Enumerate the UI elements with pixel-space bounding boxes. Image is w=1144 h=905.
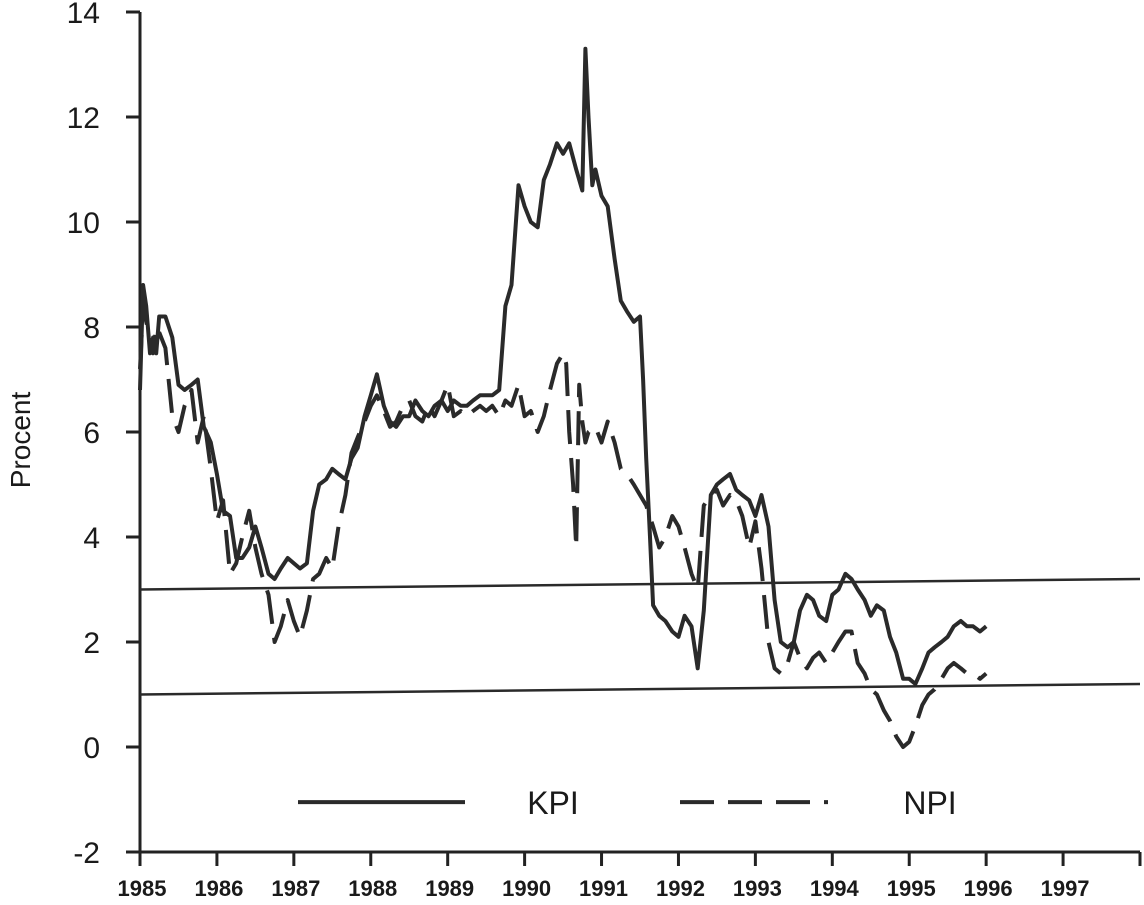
x-tick-label: 1993 xyxy=(733,876,782,901)
y-axis-label: Procent xyxy=(5,392,36,489)
series-line-npi xyxy=(138,304,988,749)
reference-line-2 xyxy=(139,577,1141,591)
x-tick-label: 1997 xyxy=(1041,876,1090,901)
y-tick-label: 10 xyxy=(67,207,100,240)
y-tick-label: 4 xyxy=(83,522,100,555)
x-tick-label: 1986 xyxy=(194,876,243,901)
y-tick-label: 14 xyxy=(67,0,100,30)
x-tick-label: 1990 xyxy=(502,876,551,901)
x-tick-label: 1989 xyxy=(425,876,474,901)
legend-label-npi: NPI xyxy=(903,785,956,821)
legend-label-kpi: KPI xyxy=(527,785,579,821)
x-tick-label: 1995 xyxy=(887,876,936,901)
y-tick-label: 8 xyxy=(83,312,100,345)
series-group xyxy=(138,46,1141,749)
legend: KPI NPI xyxy=(298,785,957,821)
x-tick-label: 1987 xyxy=(271,876,320,901)
tick-marks: 14 12 10 8 6 4 2 0 -2 1985 1986 1987 1988 1989 1990 199… xyxy=(67,0,1142,901)
y-tick-label: 12 xyxy=(67,102,100,135)
series-line-kpi xyxy=(138,46,988,686)
y-tick-label: 2 xyxy=(83,627,100,660)
y-tick-label: 6 xyxy=(83,417,100,450)
x-tick-label: 1994 xyxy=(810,876,860,901)
y-tick-label: -2 xyxy=(73,837,100,870)
x-tick-label: 1991 xyxy=(579,876,628,901)
x-tick-label: 1985 xyxy=(118,876,167,901)
x-tick-label: 1996 xyxy=(964,876,1013,901)
reference-line-3 xyxy=(139,682,1141,696)
x-tick-label: 1988 xyxy=(348,876,397,901)
axes xyxy=(138,12,1140,854)
y-tick-label: 0 xyxy=(83,732,100,765)
x-tick-label: 1992 xyxy=(656,876,705,901)
